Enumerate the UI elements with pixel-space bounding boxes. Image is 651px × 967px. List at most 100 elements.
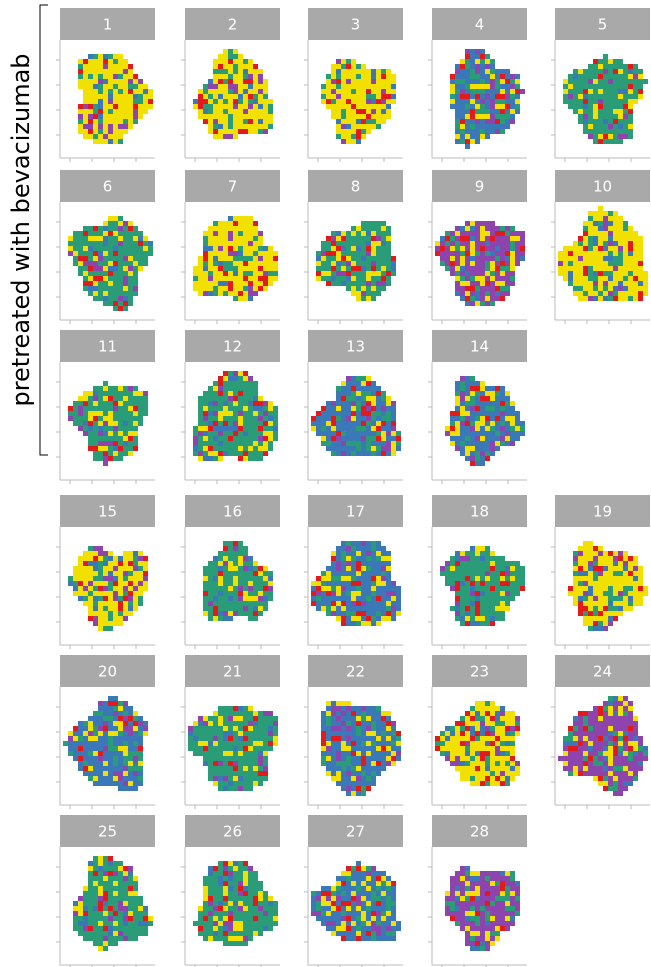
tissue-cell: [248, 124, 253, 129]
tissue-cell: [258, 436, 263, 441]
tissue-cell: [480, 611, 485, 616]
tissue-cell: [331, 571, 336, 576]
tissue-cell: [331, 771, 336, 776]
tissue-cell: [490, 551, 495, 556]
tissue-cell: [113, 271, 118, 276]
tissue-cell: [341, 99, 346, 104]
tissue-cell: [480, 411, 485, 416]
tissue-cell: [608, 571, 613, 576]
tissue-cell: [361, 761, 366, 766]
tissue-cell: [258, 746, 263, 751]
tissue-cell: [351, 109, 356, 114]
tissue-cell: [228, 391, 233, 396]
tissue-cell: [331, 576, 336, 581]
tissue-cell: [386, 256, 391, 261]
tissue-cell: [465, 236, 470, 241]
tissue-cell: [268, 581, 273, 586]
tissue-cell: [351, 441, 356, 446]
tissue-cell: [341, 256, 346, 261]
tissue-cell: [118, 291, 123, 296]
tissue-cell: [243, 416, 248, 421]
tissue-cell: [248, 731, 253, 736]
tissue-cell: [500, 104, 505, 109]
tissue-cell: [623, 114, 628, 119]
tissue-cell: [128, 561, 133, 566]
tissue-cell: [623, 576, 628, 581]
tissue-cell: [475, 621, 480, 626]
tissue-cell: [78, 271, 83, 276]
tissue-cell: [568, 591, 573, 596]
tissue-cell: [98, 741, 103, 746]
tissue-cell: [331, 431, 336, 436]
tissue-cell: [568, 261, 573, 266]
tissue-cell: [356, 99, 361, 104]
tissue-cell: [578, 551, 583, 556]
tissue-cell: [188, 726, 193, 731]
tissue-cell: [148, 246, 153, 251]
tissue-cell: [628, 296, 633, 301]
tissue-cell: [203, 446, 208, 451]
tissue-cell: [608, 226, 613, 231]
tissue-cell: [118, 426, 123, 431]
tissue-cell: [103, 396, 108, 401]
tissue-cell: [331, 79, 336, 84]
tissue-cell: [351, 251, 356, 256]
tissue-cell: [341, 606, 346, 611]
tissue-cell: [588, 129, 593, 134]
tissue-cell: [336, 261, 341, 266]
tissue-cell: [213, 611, 218, 616]
tissue-cell: [470, 261, 475, 266]
tissue-cell: [103, 59, 108, 64]
tissue-cell: [128, 241, 133, 246]
tissue-cell: [88, 396, 93, 401]
tissue-cell: [68, 741, 73, 746]
tissue-cell: [123, 771, 128, 776]
tissue-cell: [520, 426, 525, 431]
tissue-cell: [93, 246, 98, 251]
tissue-cell: [118, 119, 123, 124]
tissue-cell: [248, 431, 253, 436]
tissue-cell: [233, 736, 238, 741]
tissue-cell: [98, 626, 103, 631]
tissue-cell: [475, 226, 480, 231]
tissue-cell: [88, 261, 93, 266]
tissue-cell: [263, 411, 268, 416]
tissue-cell: [618, 611, 623, 616]
tissue-cell: [223, 776, 228, 781]
tissue-cell: [588, 114, 593, 119]
tissue-cell: [450, 556, 455, 561]
tissue-cell: [208, 431, 213, 436]
tissue-cell: [133, 711, 138, 716]
tissue-cell: [341, 616, 346, 621]
tissue-cell: [633, 296, 638, 301]
tissue-cell: [123, 581, 128, 586]
tissue-cell: [88, 124, 93, 129]
tissue-cell: [608, 291, 613, 296]
tissue-cell: [460, 431, 465, 436]
tissue-cell: [455, 241, 460, 246]
tissue-cell: [263, 286, 268, 291]
tissue-cell: [465, 291, 470, 296]
tissue-cell: [341, 119, 346, 124]
tissue-cell: [243, 731, 248, 736]
tissue-cell: [321, 596, 326, 601]
tissue-cell: [123, 64, 128, 69]
tissue-cell: [263, 261, 268, 266]
tissue-cell: [628, 596, 633, 601]
tissue-cell: [583, 616, 588, 621]
tissue-cell: [123, 236, 128, 241]
tissue-cell: [263, 726, 268, 731]
tissue-cell: [366, 226, 371, 231]
tissue-cell: [475, 49, 480, 54]
tissue-cell: [618, 586, 623, 591]
tissue-cell: [376, 716, 381, 721]
tissue-cell: [213, 276, 218, 281]
tissue-cell: [248, 109, 253, 114]
tissue-cell: [258, 756, 263, 761]
tissue-cell: [455, 616, 460, 621]
tissue-cell: [133, 256, 138, 261]
tissue-cell: [83, 391, 88, 396]
tissue-cell: [203, 756, 208, 761]
tissue-cell: [588, 261, 593, 266]
tissue-cell: [346, 581, 351, 586]
